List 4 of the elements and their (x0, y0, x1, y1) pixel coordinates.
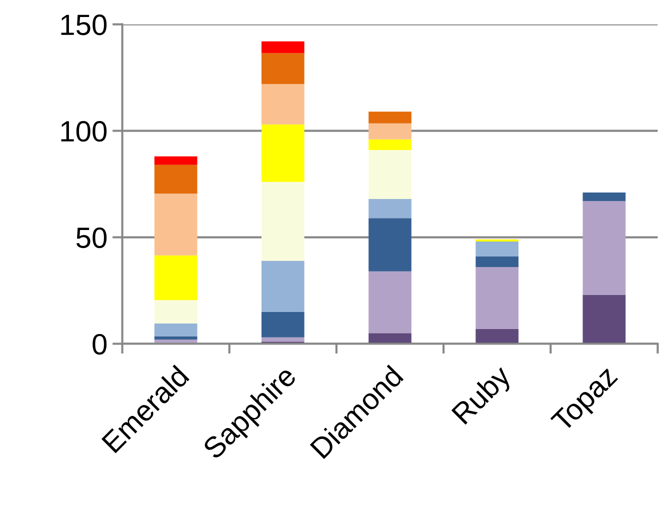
y-tick-label: 0 (92, 334, 107, 355)
y-tick-label: 150 (61, 14, 107, 36)
y-tick-label: 100 (61, 121, 107, 142)
y-tick-label: 50 (76, 227, 107, 248)
